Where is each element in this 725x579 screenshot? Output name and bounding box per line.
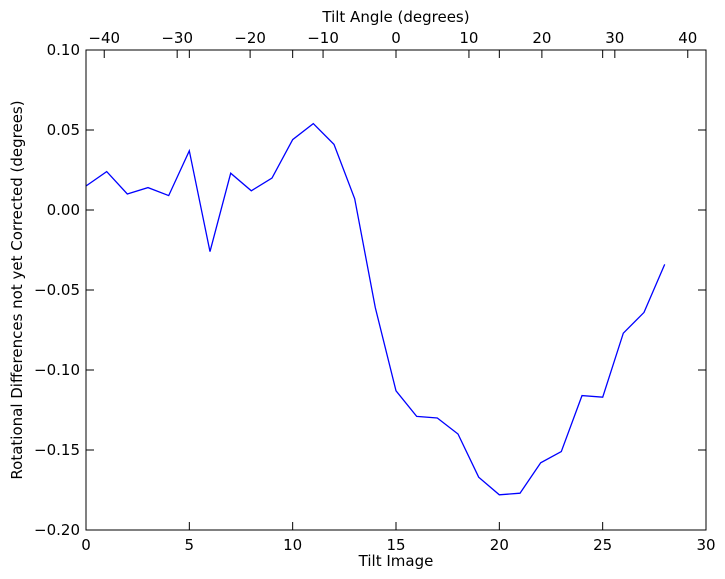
x-tick-label: 20 — [490, 536, 509, 554]
y-tick-label: 0.10 — [47, 41, 80, 59]
x-tick-label: 0 — [81, 536, 91, 554]
x-tick-label: 5 — [185, 536, 195, 554]
top-x-tick-label: −20 — [234, 29, 266, 47]
y-tick-label: 0.05 — [47, 121, 80, 139]
top-x-tick-label: 20 — [532, 29, 551, 47]
tick-labels-layer: 0 5 10 15 20 25 30 0.10 0.05 0.00 −0.05 −0.10 −0.15 −… — [34, 29, 716, 554]
x-axis-title: Tilt Image — [358, 552, 434, 570]
plot-frame — [85, 49, 707, 531]
top-x-tick-label: −40 — [88, 29, 120, 47]
x-tick-label: 25 — [593, 536, 612, 554]
y-tick-label: −0.05 — [34, 281, 80, 299]
y-tick-label: −0.20 — [34, 521, 80, 539]
x-tick-label: 10 — [283, 536, 302, 554]
series-layer — [85, 122, 666, 496]
top-x-tick-label: 10 — [459, 29, 478, 47]
y-tick-label: −0.10 — [34, 361, 80, 379]
ticks-layer — [85, 49, 707, 531]
x-tick-label: 15 — [386, 536, 405, 554]
top-x-tick-label: 40 — [678, 29, 697, 47]
top-x-axis-title: Tilt Angle (degrees) — [321, 8, 469, 26]
series-line — [85, 122, 666, 496]
top-x-tick-label: 0 — [391, 29, 401, 47]
top-x-tick-label: −30 — [161, 29, 193, 47]
top-x-tick-label: 30 — [605, 29, 624, 47]
x-tick-label: 30 — [696, 536, 715, 554]
y-tick-label: 0.00 — [47, 201, 80, 219]
y-tick-label: −0.15 — [34, 441, 80, 459]
y-axis-title: Rotational Differences not yet Corrected… — [8, 100, 26, 479]
top-x-tick-label: −10 — [307, 29, 339, 47]
